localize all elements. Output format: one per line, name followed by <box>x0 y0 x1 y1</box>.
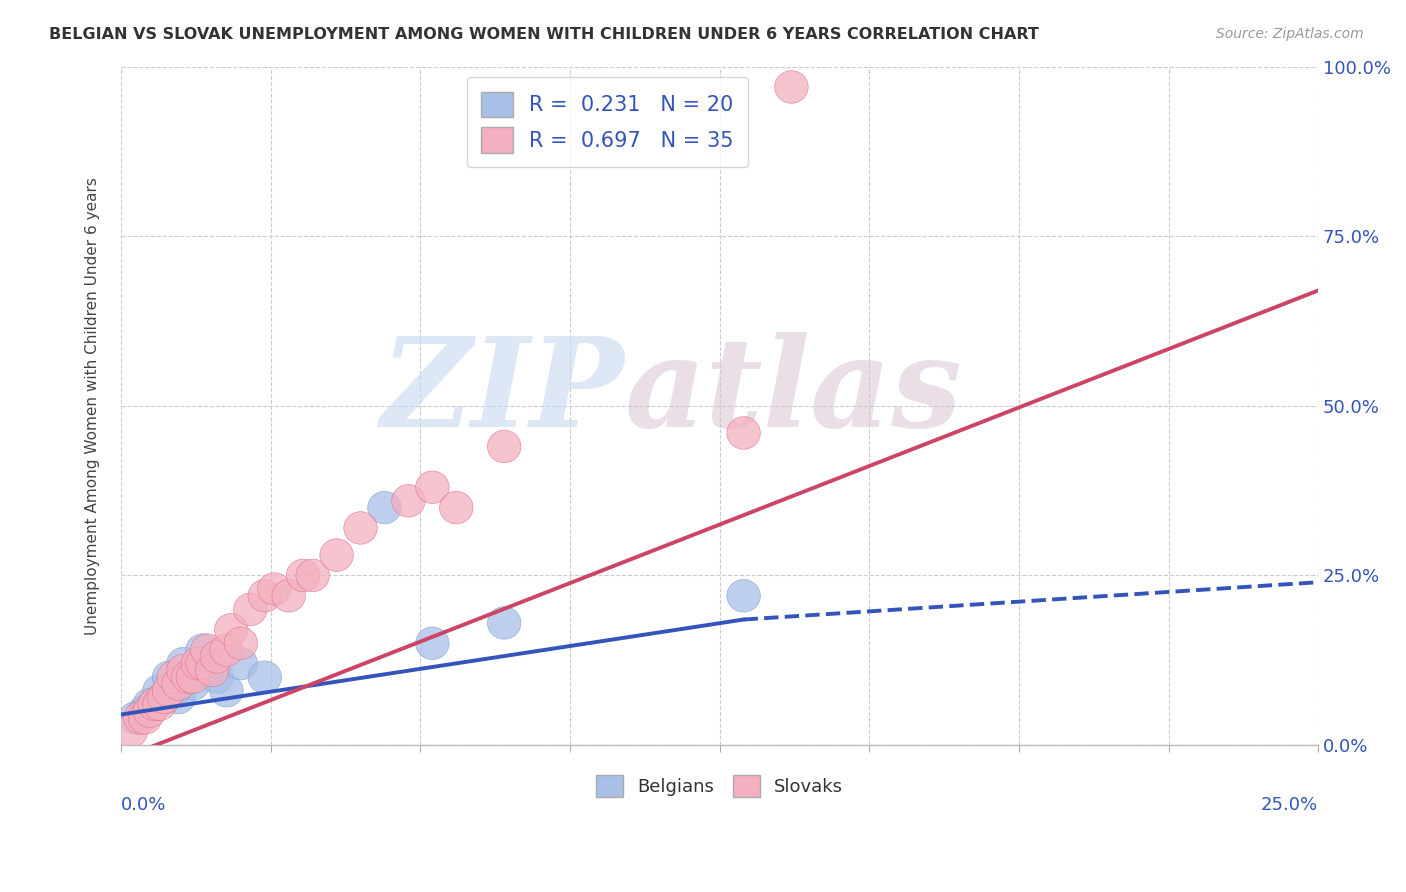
Ellipse shape <box>416 627 449 659</box>
Ellipse shape <box>148 681 181 714</box>
Text: atlas: atlas <box>624 332 962 453</box>
Text: BELGIAN VS SLOVAK UNEMPLOYMENT AMONG WOMEN WITH CHILDREN UNDER 6 YEARS CORRELATI: BELGIAN VS SLOVAK UNEMPLOYMENT AMONG WOM… <box>49 27 1039 42</box>
Ellipse shape <box>181 648 215 680</box>
Ellipse shape <box>134 695 167 727</box>
Ellipse shape <box>319 539 353 572</box>
Ellipse shape <box>727 417 761 450</box>
Ellipse shape <box>152 674 186 707</box>
Ellipse shape <box>368 491 401 524</box>
Ellipse shape <box>200 640 233 673</box>
Ellipse shape <box>295 559 329 591</box>
Ellipse shape <box>440 491 472 524</box>
Ellipse shape <box>247 661 281 693</box>
Ellipse shape <box>195 654 229 687</box>
Ellipse shape <box>488 607 522 640</box>
Ellipse shape <box>167 654 200 687</box>
Ellipse shape <box>271 580 305 612</box>
Ellipse shape <box>209 674 243 707</box>
Ellipse shape <box>257 573 291 606</box>
Ellipse shape <box>138 688 172 721</box>
Text: 0.0%: 0.0% <box>121 796 166 814</box>
Ellipse shape <box>162 668 195 700</box>
Ellipse shape <box>191 634 224 666</box>
Ellipse shape <box>162 681 195 714</box>
Ellipse shape <box>224 648 257 680</box>
Ellipse shape <box>134 688 167 721</box>
Ellipse shape <box>172 661 205 693</box>
Ellipse shape <box>152 661 186 693</box>
Ellipse shape <box>118 702 152 734</box>
Ellipse shape <box>167 648 200 680</box>
Ellipse shape <box>247 580 281 612</box>
Ellipse shape <box>186 634 219 666</box>
Ellipse shape <box>124 702 157 734</box>
Y-axis label: Unemployment Among Women with Children Under 6 years: Unemployment Among Women with Children U… <box>86 177 100 635</box>
Ellipse shape <box>392 484 425 517</box>
Ellipse shape <box>142 688 176 721</box>
Ellipse shape <box>215 614 247 646</box>
Text: 25.0%: 25.0% <box>1261 796 1319 814</box>
Ellipse shape <box>344 512 377 544</box>
Text: ZIP: ZIP <box>380 332 624 453</box>
Ellipse shape <box>157 674 191 707</box>
Ellipse shape <box>176 661 209 693</box>
Legend: Belgians, Slovaks: Belgians, Slovaks <box>589 767 851 804</box>
Ellipse shape <box>233 593 267 625</box>
Text: Source: ZipAtlas.com: Source: ZipAtlas.com <box>1216 27 1364 41</box>
Ellipse shape <box>114 715 148 747</box>
Ellipse shape <box>148 681 181 714</box>
Ellipse shape <box>200 661 233 693</box>
Ellipse shape <box>128 695 162 727</box>
Ellipse shape <box>186 648 219 680</box>
Ellipse shape <box>224 627 257 659</box>
Ellipse shape <box>488 430 522 463</box>
Ellipse shape <box>209 634 243 666</box>
Ellipse shape <box>138 688 172 721</box>
Ellipse shape <box>128 702 162 734</box>
Ellipse shape <box>775 70 808 103</box>
Ellipse shape <box>142 674 176 707</box>
Ellipse shape <box>157 661 191 693</box>
Ellipse shape <box>287 559 319 591</box>
Ellipse shape <box>727 580 761 612</box>
Ellipse shape <box>176 668 209 700</box>
Ellipse shape <box>416 471 449 503</box>
